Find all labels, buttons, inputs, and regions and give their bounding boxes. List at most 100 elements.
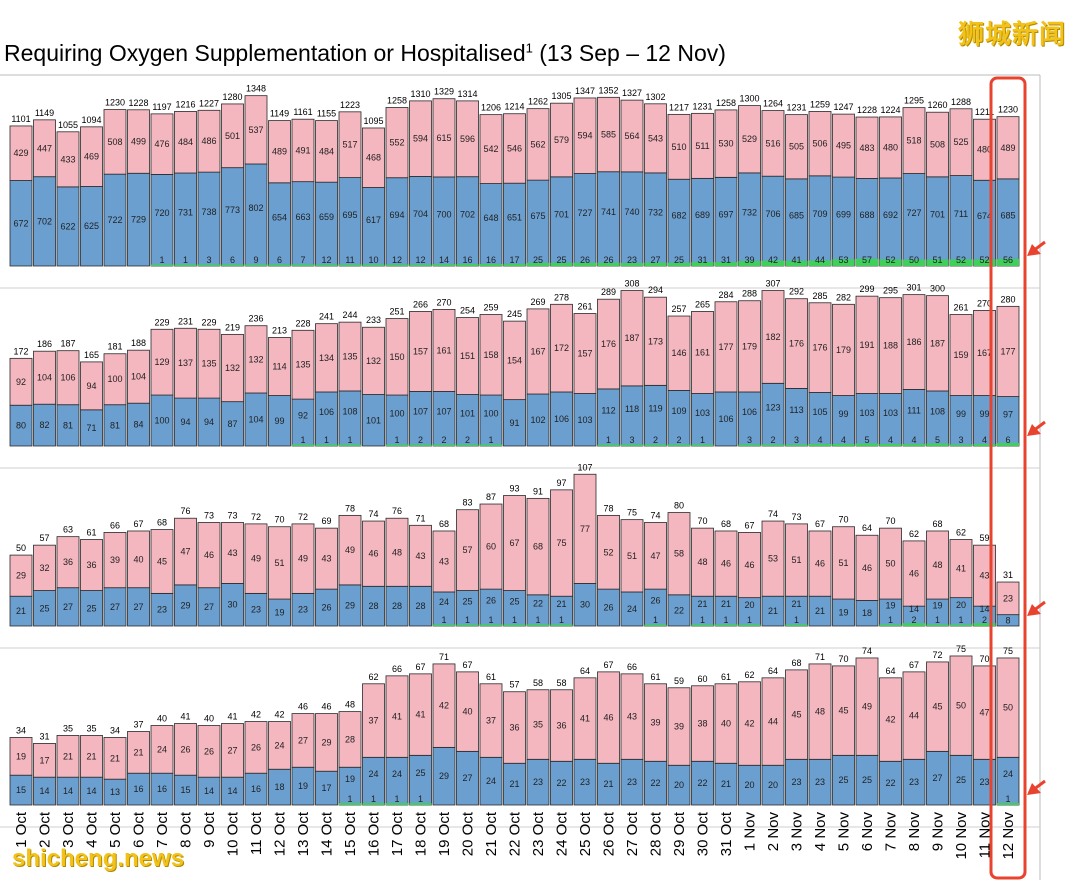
pink-value-label: 154	[507, 355, 522, 365]
arrow-head	[1027, 424, 1041, 436]
total-value-label: 62	[744, 670, 754, 680]
green-value-label: 3	[629, 435, 634, 445]
pink-value-label: 518	[906, 136, 921, 146]
bar-segment-pink	[996, 305, 1020, 397]
total-value-label: 61	[486, 672, 496, 682]
bar-segment-green	[456, 444, 479, 446]
blue-value-label: 21	[697, 599, 707, 609]
pink-value-label: 41	[415, 710, 425, 720]
blue-value-label: 22	[697, 778, 707, 788]
bar-segment-green	[903, 623, 925, 626]
pink-value-label: 495	[836, 141, 851, 151]
bar-segment-pink	[432, 663, 456, 748]
title-superscript: 1	[525, 40, 533, 56]
bar-segment-pink	[949, 539, 973, 599]
green-value-label: 1	[535, 615, 540, 625]
pink-value-label: 49	[862, 702, 872, 712]
total-value-label: 1228	[857, 105, 877, 115]
bar-segment-green	[480, 263, 502, 266]
green-value-label: 25	[556, 255, 566, 265]
bar-segment-pink	[785, 298, 808, 389]
pink-value-label: 191	[859, 340, 874, 350]
green-value-label: 39	[744, 255, 754, 265]
total-value-label: 257	[671, 304, 686, 314]
bar-segment-pink	[597, 671, 620, 764]
bar-segment-blue	[808, 175, 832, 267]
arrow-head	[1027, 783, 1041, 795]
green-value-label: 56	[1003, 255, 1013, 265]
pink-value-label: 52	[603, 547, 613, 557]
total-value-label: 67	[462, 660, 472, 670]
pink-value-label: 480	[883, 142, 898, 152]
pink-value-label: 27	[227, 745, 237, 755]
blue-value-label: 689	[695, 210, 710, 220]
pink-value-label: 501	[225, 131, 240, 141]
watermark-logo-bottom: shicheng.news	[12, 845, 185, 872]
blue-value-label: 20	[768, 780, 778, 790]
x-axis-tick-label: 3 Nov	[789, 812, 806, 852]
x-axis-tick-label: 24 Oct	[554, 811, 571, 856]
total-value-label: 61	[721, 672, 731, 682]
blue-value-label: 28	[392, 601, 402, 611]
bar-segment-blue	[268, 182, 291, 267]
total-value-label: 62	[956, 527, 966, 537]
bar-segment-green	[480, 444, 502, 446]
total-value-label: 1227	[199, 98, 219, 108]
bar-segment-pink	[432, 309, 456, 392]
total-value-label: 1211	[975, 107, 994, 117]
bar-segment-pink	[761, 290, 785, 384]
bar-segment-pink	[338, 711, 362, 768]
blue-value-label: 106	[319, 407, 334, 417]
bar-segment-pink	[479, 314, 503, 396]
bar-segment-green	[503, 624, 526, 626]
pink-value-label: 489	[1000, 143, 1015, 153]
total-value-label: 266	[413, 299, 428, 309]
green-value-label: 1	[347, 794, 352, 804]
blue-value-label: 659	[319, 212, 334, 222]
pink-value-label: 543	[648, 133, 663, 143]
bar-segment-green	[903, 443, 925, 446]
pink-value-label: 38	[697, 719, 707, 729]
green-value-label: 1	[183, 255, 188, 265]
bar-segment-blue	[926, 176, 949, 267]
pink-value-label: 505	[789, 142, 804, 152]
blue-value-label: 113	[789, 405, 803, 415]
total-value-label: 300	[930, 284, 945, 294]
green-value-label: 2	[653, 435, 658, 445]
total-value-label: 251	[389, 307, 404, 317]
blue-value-label: 675	[530, 211, 545, 221]
bar-segment-pink	[526, 308, 550, 395]
bar-segment-pink	[221, 333, 244, 403]
bar-segment-pink	[691, 527, 714, 597]
total-value-label: 1223	[340, 100, 360, 110]
blue-value-label: 685	[1000, 210, 1015, 220]
blue-value-label: 731	[178, 208, 193, 218]
total-value-label: 67	[603, 660, 613, 670]
pink-value-label: 484	[319, 146, 334, 156]
blue-value-label: 622	[60, 221, 75, 231]
bar-segment-pink	[808, 302, 832, 393]
blue-value-label: 27	[63, 602, 73, 612]
pink-value-label: 24	[157, 744, 167, 754]
bar-segment-pink	[291, 118, 315, 183]
green-value-label: 6	[1005, 435, 1010, 445]
pink-value-label: 176	[601, 339, 616, 349]
bar-segment-blue	[338, 177, 362, 267]
pink-value-label: 92	[16, 377, 26, 387]
pink-value-label: 49	[345, 545, 355, 555]
bar-segment-pink	[996, 116, 1020, 180]
bar-segment-pink	[103, 109, 127, 175]
blue-value-label: 103	[577, 415, 592, 425]
green-value-label: 3	[206, 255, 211, 265]
total-value-label: 308	[624, 279, 639, 289]
blue-value-label: 123	[765, 403, 780, 413]
green-value-label: 1	[700, 615, 705, 625]
total-value-label: 64	[580, 666, 590, 676]
total-value-label: 61	[86, 527, 96, 537]
x-axis-tick-label: 17 Oct	[389, 811, 406, 856]
bar-segment-pink	[503, 495, 526, 591]
blue-value-label: 23	[815, 777, 825, 787]
total-value-label: 68	[791, 658, 801, 668]
pink-value-label: 134	[319, 353, 334, 363]
